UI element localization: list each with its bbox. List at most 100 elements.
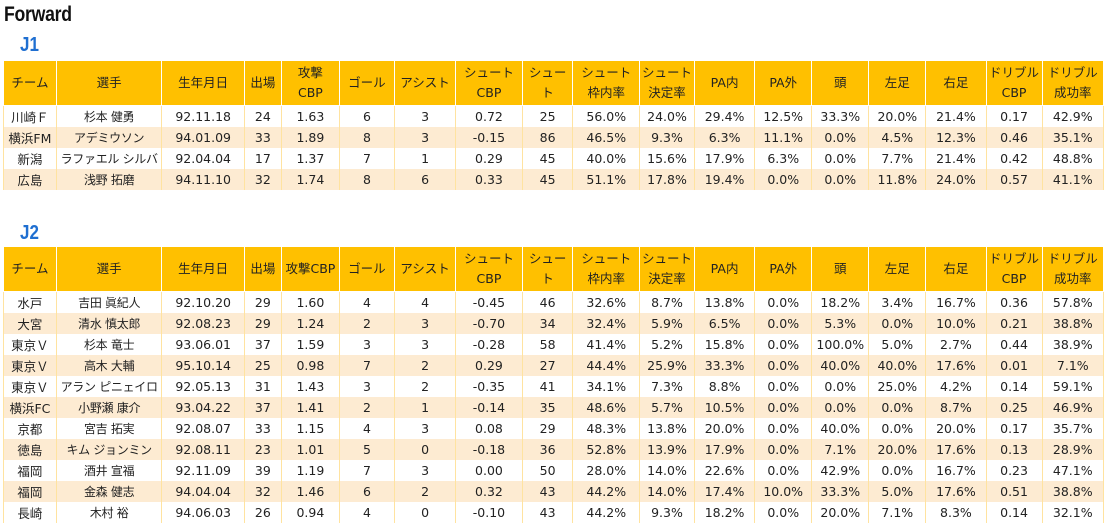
cell-shot-cbp: -0.15 (455, 127, 523, 148)
cell-pa-inside: 15.8% (693, 334, 756, 355)
cell-pa-outside: 0.0% (754, 334, 813, 355)
table-row: 東京Ｖ アラン ピニェイロ 92.05.13 31 1.43 3 2 -0.35 41 34.1%… (3, 376, 1105, 397)
cell-head: 20.0% (811, 502, 870, 523)
cell-assists: 1 (393, 397, 457, 418)
cell-shot-conversion: 14.0% (639, 481, 695, 502)
cell-dribble-success: 35.1% (1041, 127, 1105, 148)
cell-dribble-success: 7.1% (1041, 355, 1105, 376)
cell-goals: 6 (338, 105, 395, 127)
cell-appearances: 33 (243, 127, 282, 148)
cell-pa-outside: 0.0% (754, 313, 813, 334)
cell-pa-outside: 0.0% (754, 355, 813, 376)
cell-appearances: 32 (243, 481, 282, 502)
cell-shot-conversion: 8.7% (639, 291, 695, 313)
cell-attack-cbp: 1.37 (280, 148, 340, 169)
cell-head: 0.0% (811, 397, 870, 418)
cell-shots-on-target: 46.5% (572, 127, 641, 148)
cell-shots-on-target: 34.1% (572, 376, 641, 397)
cell-dribble-success: 59.1% (1041, 376, 1105, 397)
cell-pa-outside: 0.0% (754, 376, 813, 397)
column-header-goals: ゴール (338, 60, 395, 106)
cell-birthdate: 92.04.04 (161, 148, 245, 169)
cell-attack-cbp: 1.01 (280, 439, 340, 460)
cell-head: 42.9% (811, 460, 870, 481)
column-header-player: 選手 (55, 246, 163, 292)
cell-shot-conversion: 17.8% (639, 169, 695, 190)
cell-shots: 45 (521, 148, 574, 169)
cell-right-foot: 21.4% (925, 105, 987, 127)
cell-pa-outside: 10.0% (754, 481, 813, 502)
cell-head: 5.3% (811, 313, 870, 334)
cell-shot-cbp: 0.72 (455, 105, 523, 127)
table-row: 水戸 吉田 眞紀人 92.10.20 29 1.60 4 4 -0.45 46 32.6% 8.7%… (3, 291, 1105, 313)
cell-goals: 2 (338, 313, 395, 334)
cell-player: 金森 健志 (55, 481, 163, 502)
cell-shots: 41 (521, 376, 574, 397)
cell-shot-cbp: 0.00 (455, 460, 523, 481)
cell-left-foot: 20.0% (868, 105, 927, 127)
cell-birthdate: 94.11.10 (161, 169, 245, 190)
cell-head: 40.0% (811, 355, 870, 376)
cell-shot-cbp: -0.14 (455, 397, 523, 418)
cell-shot-conversion: 14.0% (639, 460, 695, 481)
cell-birthdate: 94.01.09 (161, 127, 245, 148)
cell-pa-outside: 0.0% (754, 169, 813, 190)
cell-shots-on-target: 44.2% (572, 502, 641, 523)
cell-shots: 34 (521, 313, 574, 334)
cell-dribble-success: 47.1% (1041, 460, 1105, 481)
cell-dribble-success: 38.9% (1041, 334, 1105, 355)
cell-shots-on-target: 44.2% (572, 481, 641, 502)
column-header-dribble-cbp: ドリブル CBP (985, 246, 1043, 292)
cell-dribble-success: 57.8% (1041, 291, 1105, 313)
cell-attack-cbp: 1.24 (280, 313, 340, 334)
cell-team: 広島 (3, 169, 57, 190)
cell-appearances: 37 (243, 334, 282, 355)
cell-birthdate: 92.10.20 (161, 291, 245, 313)
cell-assists: 3 (393, 313, 457, 334)
cell-left-foot: 0.0% (868, 460, 927, 481)
cell-attack-cbp: 1.60 (280, 291, 340, 313)
column-header-birthdate: 生年月日 (161, 60, 245, 106)
cell-goals: 4 (338, 418, 395, 439)
cell-appearances: 39 (243, 460, 282, 481)
cell-shots: 35 (521, 397, 574, 418)
cell-pa-inside: 33.3% (693, 355, 756, 376)
cell-shots-on-target: 48.3% (572, 418, 641, 439)
cell-dribble-cbp: 0.14 (985, 502, 1043, 523)
cell-dribble-cbp: 0.57 (985, 169, 1043, 190)
cell-right-foot: 17.6% (925, 355, 987, 376)
cell-dribble-cbp: 0.46 (985, 127, 1043, 148)
cell-birthdate: 95.10.14 (161, 355, 245, 376)
column-header-assists: アシスト (393, 60, 457, 106)
column-header-birthdate: 生年月日 (161, 246, 245, 292)
cell-shots: 29 (521, 418, 574, 439)
cell-goals: 3 (338, 376, 395, 397)
cell-attack-cbp: 1.89 (280, 127, 340, 148)
cell-shots: 46 (521, 291, 574, 313)
cell-team: 新潟 (3, 148, 57, 169)
column-header-team: チーム (3, 60, 57, 106)
cell-player: ラファエル シルバ (55, 148, 163, 169)
cell-assists: 0 (393, 439, 457, 460)
stats-table-j2: チーム 選手 生年月日 出場 攻撃CBP ゴール アシスト シュート CBP シュート シュート … (3, 246, 1105, 523)
cell-assists: 3 (393, 127, 457, 148)
column-header-left-foot: 左足 (868, 246, 927, 292)
cell-shot-cbp: -0.35 (455, 376, 523, 397)
cell-pa-outside: 0.0% (754, 460, 813, 481)
column-header-appearances: 出場 (243, 60, 282, 106)
column-header-shots-on-target: シュート 枠内率 (572, 246, 641, 292)
cell-shots: 36 (521, 439, 574, 460)
column-header-player: 選手 (55, 60, 163, 106)
table-row: 東京Ｖ 高木 大輔 95.10.14 25 0.98 7 2 0.29 27 44.4% 25.9%… (3, 355, 1105, 376)
cell-pa-outside: 6.3% (754, 148, 813, 169)
cell-attack-cbp: 0.98 (280, 355, 340, 376)
cell-assists: 4 (393, 291, 457, 313)
cell-dribble-cbp: 0.13 (985, 439, 1043, 460)
column-header-head: 頭 (811, 60, 870, 106)
cell-shots: 43 (521, 502, 574, 523)
table-row: 川崎Ｆ 杉本 健勇 92.11.18 24 1.63 6 3 0.72 25 56.0% 24.0%… (3, 105, 1105, 127)
cell-left-foot: 0.0% (868, 313, 927, 334)
column-header-team: チーム (3, 246, 57, 292)
cell-goals: 6 (338, 481, 395, 502)
cell-pa-outside: 0.0% (754, 397, 813, 418)
